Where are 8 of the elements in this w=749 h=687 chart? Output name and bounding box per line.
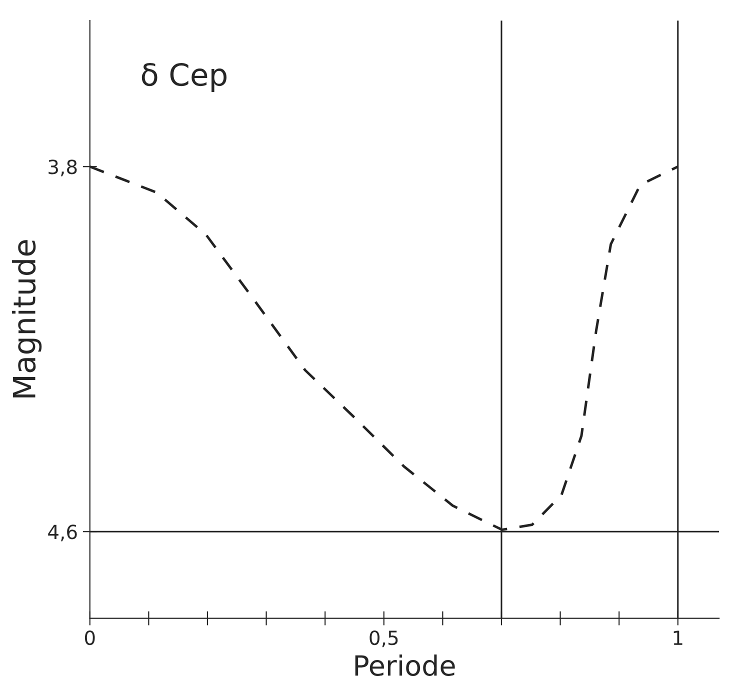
y-axis-title: Magnitude (12, 240, 42, 398)
x-tick-label: 0 (84, 630, 95, 646)
x-axis-title: Periode (355, 654, 455, 676)
x-tick-label: 0,5 (370, 630, 398, 648)
y-tick-label: 4,6 (48, 524, 77, 542)
text: δ Cep (142, 62, 226, 92)
y-tick-label: 3,8 (48, 160, 77, 176)
x-tick-label: 1 (674, 630, 682, 645)
